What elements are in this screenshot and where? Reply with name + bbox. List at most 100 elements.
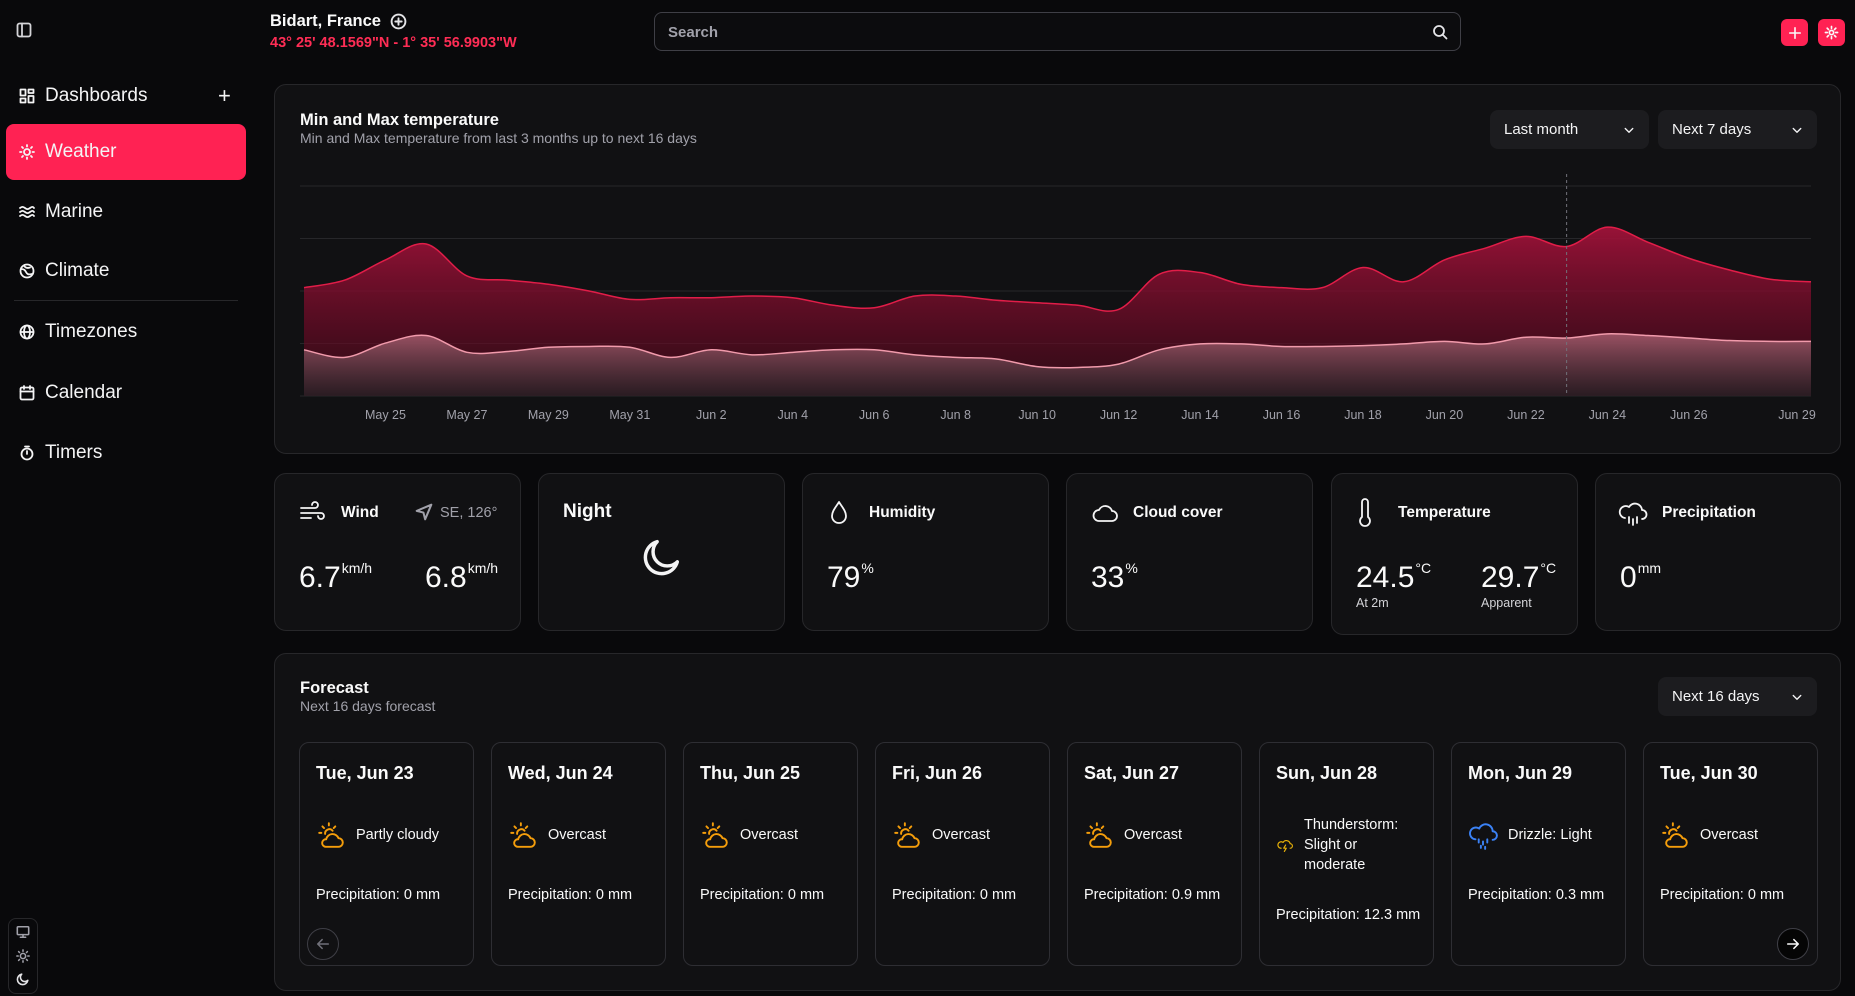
x-tick-label: Jun 14: [1181, 408, 1219, 422]
theme-dark[interactable]: [16, 972, 30, 986]
add-button[interactable]: [1781, 19, 1808, 46]
x-tick-label: Jun 20: [1426, 408, 1464, 422]
day-body: Overcast Precipitation: 0 mm: [1660, 815, 1805, 905]
humidity-icon: [831, 501, 847, 524]
unit: %: [861, 560, 874, 576]
day-condition: Overcast: [508, 815, 653, 855]
condition-text: Overcast: [1124, 827, 1183, 843]
weather-icon: [702, 822, 728, 848]
nav-weather[interactable]: Weather: [6, 124, 246, 180]
forecast-title: Forecast: [300, 679, 369, 697]
x-tick-label: May 25: [365, 408, 406, 422]
thermometer-icon: [1359, 498, 1371, 527]
range-past-select[interactable]: Last month: [1490, 110, 1649, 149]
cloud-value: 33%: [1091, 560, 1138, 595]
search-icon: [1433, 25, 1448, 40]
weather-icon: [318, 822, 344, 848]
humidity-value: 79%: [827, 560, 874, 595]
moon-icon: [643, 539, 680, 576]
weather-icon: [510, 822, 536, 848]
condition-text: Partly cloudy: [356, 827, 440, 843]
day-date: Wed, Jun 24: [508, 763, 613, 783]
x-tick-label: Jun 8: [940, 408, 971, 422]
condition-text: Drizzle: Light: [1508, 827, 1592, 843]
day-precipitation: Precipitation: 0 mm: [508, 887, 633, 903]
stat-label: Precipitation: [1662, 504, 1756, 521]
day-body: Drizzle: Light Precipitation: 0.3 mm: [1468, 815, 1613, 905]
condition-text: Overcast: [932, 827, 991, 843]
day-precipitation: Precipitation: 0 mm: [700, 887, 825, 903]
x-tick-label: Jun 4: [777, 408, 808, 422]
theme-light[interactable]: [16, 949, 30, 963]
night-label: Night: [563, 501, 612, 522]
range-future-select[interactable]: Next 7 days: [1658, 110, 1817, 149]
x-tick-label: Jun 12: [1100, 408, 1138, 422]
icon: [19, 88, 35, 104]
unit: km/h: [467, 560, 499, 576]
forecast-day: Mon, Jun 29 Drizzle: Light Precipitation: …: [1451, 742, 1626, 966]
nav-timezones[interactable]: Timezones: [6, 304, 246, 360]
wind-gusts: 6.8km/h: [425, 560, 498, 595]
value: 29.7: [1481, 561, 1540, 594]
nav-calendar[interactable]: Calendar: [6, 365, 246, 421]
select-label: Next 7 days: [1672, 121, 1752, 138]
theme-system[interactable]: [16, 925, 30, 939]
wind-card: Wind SE, 126° 6.7km/h 6.8km/h: [274, 473, 521, 631]
nav-label: Timers: [45, 442, 103, 463]
search-placeholder: Search: [668, 24, 719, 41]
previous-button[interactable]: [307, 928, 339, 960]
wind-speed: 6.7km/h: [299, 560, 372, 595]
area-line: [303, 333, 1812, 369]
day-body: Overcast Precipitation: 0 mm: [892, 815, 1037, 905]
apparent-sub: Apparent: [1481, 596, 1532, 610]
unit: mm: [1637, 560, 1662, 576]
settings-button[interactable]: [1818, 19, 1845, 46]
area-fill: [304, 333, 1811, 396]
coordinates: 43° 25' 48.1569"N - 1° 35' 56.9903"W: [270, 35, 517, 51]
temperature-value: 24.5°C: [1356, 560, 1431, 595]
wind-direction: SE, 126°: [440, 505, 498, 521]
x-tick-label: May 31: [609, 408, 650, 422]
nav-dashboards[interactable]: Dashboards +: [6, 68, 246, 124]
weather-icon: [1469, 823, 1498, 850]
day-body: Overcast Precipitation: 0 mm: [508, 815, 653, 905]
forecast-range-select[interactable]: Next 16 days: [1658, 677, 1817, 716]
precipitation-card: Precipitation 0mm: [1595, 473, 1841, 631]
search-box[interactable]: Search: [654, 12, 1461, 51]
location: Bidart, France: [270, 12, 381, 30]
value: 33: [1091, 561, 1125, 594]
forecast-subtitle: Next 16 days forecast: [300, 698, 436, 714]
apparent-value: 29.7°C: [1481, 560, 1556, 595]
next-button[interactable]: [1777, 928, 1809, 960]
day-condition: Overcast: [1660, 815, 1805, 855]
add-dashboard[interactable]: +: [218, 83, 231, 108]
x-tick-label: Jun 10: [1018, 408, 1056, 422]
unit: °C: [1415, 560, 1432, 576]
icon: [19, 385, 35, 401]
nav-timers[interactable]: Timers: [6, 425, 246, 481]
day-condition: Overcast: [700, 815, 845, 855]
day-date: Tue, Jun 23: [316, 763, 414, 783]
temperature-chart: May 25 May 27 May 29 May 31 Jun 2 Jun 4 Jun 6 J…: [300, 174, 1816, 422]
day-condition: Thunderstorm: Slight or moderate: [1276, 815, 1421, 875]
forecast-day: Fri, Jun 26 Overcast Precipitation: 0 mm: [875, 742, 1050, 966]
precipitation-value: 0mm: [1620, 560, 1661, 595]
nav-climate[interactable]: Climate: [6, 243, 246, 299]
cloud-icon: [1092, 505, 1118, 522]
x-tick-label: Jun 6: [859, 408, 890, 422]
condition-text: Overcast: [548, 827, 607, 843]
icon: [1824, 25, 1839, 40]
day-precipitation: Precipitation: 0.9 mm: [1084, 887, 1221, 903]
x-tick-label: Jun 29: [1778, 408, 1816, 422]
stat-label: Cloud cover: [1133, 504, 1223, 521]
add-location[interactable]: [390, 13, 407, 30]
nav-marine[interactable]: Marine: [6, 184, 246, 240]
day-body: Overcast Precipitation: 0 mm: [700, 815, 845, 905]
chart-subtitle: Min and Max temperature from last 3 mont…: [300, 130, 697, 146]
sidebar-toggle[interactable]: [16, 22, 32, 38]
day-body: Partly cloudy Precipitation: 0 mm: [316, 815, 461, 905]
forecast-day: Thu, Jun 25 Overcast Precipitation: 0 mm: [683, 742, 858, 966]
weather-icon: [1662, 822, 1688, 848]
value: 79: [827, 561, 861, 594]
separator: [14, 300, 238, 301]
